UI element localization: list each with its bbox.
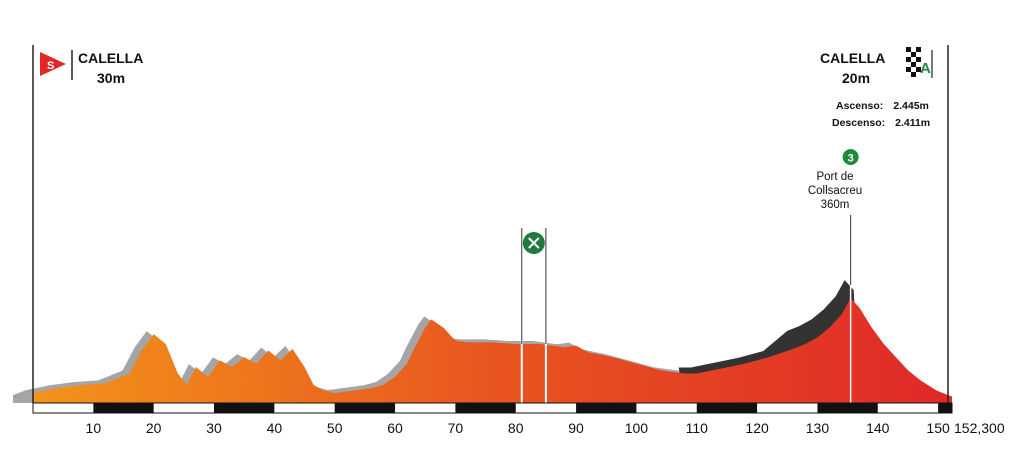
climb-name-line2: Collsacreu [807, 185, 863, 197]
start-town-name: CALELLA [78, 50, 144, 66]
checkered-flag-cell [916, 47, 921, 52]
checkered-flag-cell [906, 67, 911, 72]
finish-letter: A [920, 60, 931, 77]
checkered-flag-cell [906, 57, 911, 62]
x-axis-tick-label: 70 [447, 420, 464, 436]
x-axis-tick-label: 10 [85, 420, 102, 436]
checkered-flag-cell [916, 67, 921, 72]
profile-area [33, 298, 952, 403]
ascent-value: 2.445m [893, 100, 929, 112]
x-axis-segment [938, 403, 952, 413]
x-axis-segment [334, 403, 396, 413]
x-axis-tick-label: 150 [926, 420, 950, 436]
x-axis-tick-label: 30 [206, 420, 222, 436]
x-axis-tick-label: 50 [326, 420, 343, 436]
finish-town-name: CALELLA [820, 50, 886, 66]
x-axis-segment [455, 403, 516, 413]
finish-altitude: 20m [842, 70, 871, 86]
descent-label: Descenso: [832, 117, 886, 129]
x-axis-end-label: 152,300 [954, 420, 1005, 436]
x-axis-segment [696, 403, 758, 413]
x-axis-tick-label: 60 [387, 420, 403, 436]
x-axis-tick-label: 120 [745, 420, 769, 436]
x-axis-segment [817, 403, 878, 413]
x-axis-tick-label: 20 [145, 420, 162, 436]
x-axis-tick-label: 90 [568, 420, 584, 436]
climb-altitude: 360m [820, 199, 850, 211]
climb-category-number: 3 [848, 153, 854, 165]
ascent-label: Ascenso: [836, 100, 884, 112]
feed-zone-knife [528, 237, 540, 249]
x-axis-tick-label: 100 [624, 420, 649, 436]
x-axis-segment [214, 403, 275, 413]
x-axis-segment [93, 403, 154, 413]
climb-label: Port de Collsacreu 360m [790, 170, 880, 212]
x-axis-segment [576, 403, 637, 413]
descent-stat: Descenso: 2.411m [832, 117, 930, 129]
start-flag-letter: S [47, 60, 54, 72]
x-axis-tick-label: 40 [266, 420, 283, 436]
x-axis-tick-label: 110 [685, 420, 708, 436]
start-flag-icon [40, 52, 66, 76]
ascent-stat: Ascenso: 2.445m [836, 100, 929, 112]
checkered-flag-cell [911, 72, 916, 77]
climb-name-line1: Port de [816, 171, 854, 183]
x-axis-tick-label: 130 [805, 420, 830, 436]
x-axis-tick-label: 80 [507, 420, 524, 436]
checkered-flag-cell [911, 62, 916, 67]
checkered-flag-cell [906, 47, 911, 52]
x-axis-tick-label: 140 [866, 420, 890, 436]
checkered-flag-cell [916, 57, 921, 62]
climb-category-icon [842, 149, 859, 165]
start-altitude: 30m [97, 70, 126, 86]
checkered-flag-cell [911, 52, 916, 57]
descent-value: 2.411m [895, 117, 931, 129]
